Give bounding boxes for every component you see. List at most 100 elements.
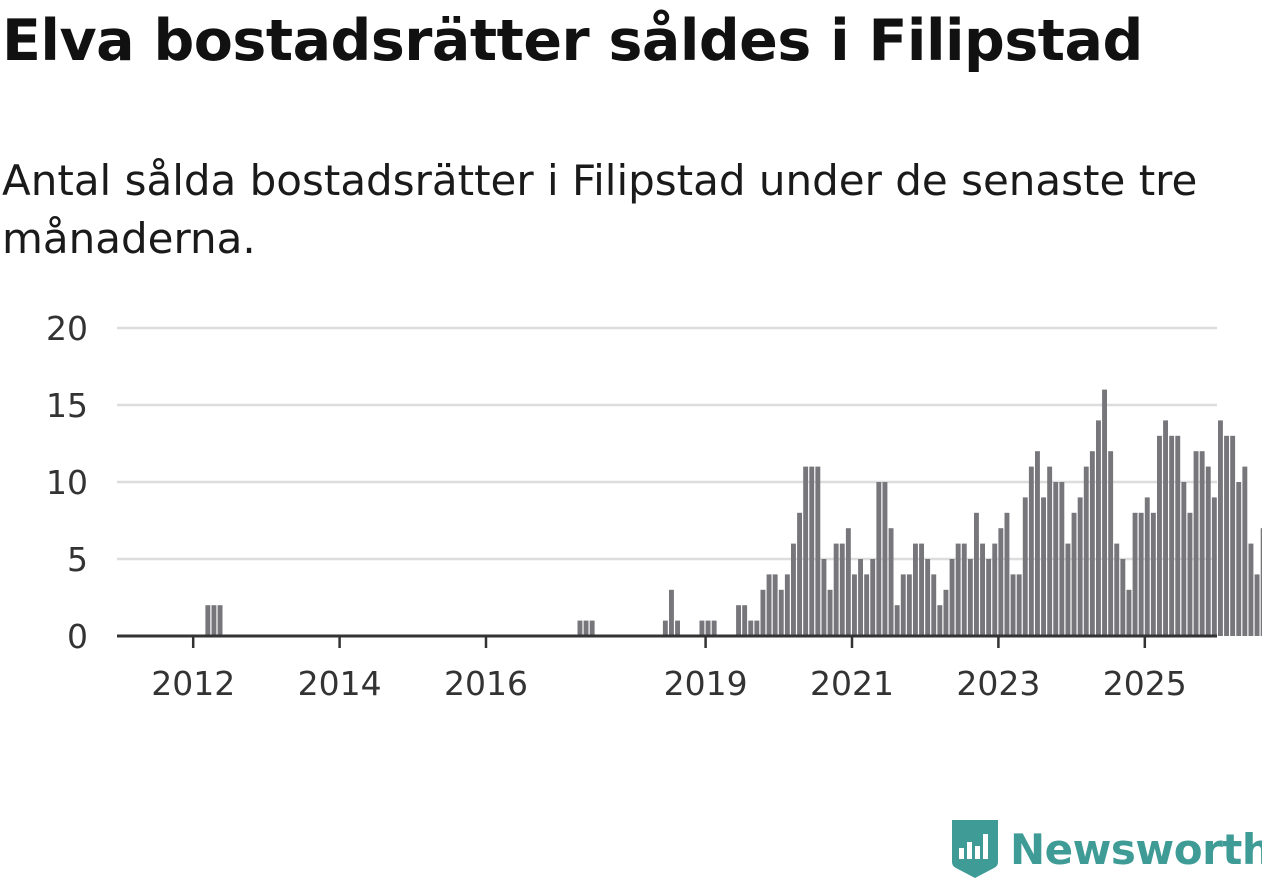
bar <box>1071 512 1077 636</box>
chart-subtitle: Antal sålda bostadsrätter i Filipstad un… <box>2 156 1198 263</box>
bar <box>839 543 845 636</box>
bar <box>906 574 912 636</box>
bar <box>1004 512 1010 636</box>
bar <box>766 574 772 636</box>
bar <box>736 605 741 636</box>
bar <box>1053 482 1059 636</box>
bar <box>894 605 900 636</box>
bar <box>1028 466 1034 636</box>
bar <box>882 482 888 636</box>
bar <box>662 620 668 636</box>
bar <box>1065 543 1071 636</box>
bar <box>864 574 870 636</box>
bar <box>1199 451 1205 636</box>
bar <box>711 620 717 636</box>
bar <box>1193 451 1199 636</box>
bar <box>217 605 223 636</box>
bar <box>1187 512 1193 636</box>
bar <box>1211 497 1217 636</box>
y-axis-labels: 0 5 10 15 20 <box>46 309 88 656</box>
bar <box>980 543 985 636</box>
bar <box>577 620 583 636</box>
bar <box>1181 482 1187 636</box>
bar <box>705 620 711 636</box>
bar <box>986 559 992 636</box>
bar <box>1138 512 1144 636</box>
bar <box>1120 559 1126 636</box>
bar <box>974 512 979 636</box>
bar <box>1077 497 1083 636</box>
bar <box>699 620 705 636</box>
bar <box>1236 482 1242 636</box>
bar <box>1022 497 1028 636</box>
bar <box>1169 435 1175 636</box>
x-tick-label: 2014 <box>298 664 382 703</box>
bar <box>998 528 1004 636</box>
bar <box>931 574 937 636</box>
bar <box>1224 435 1229 636</box>
bar <box>992 543 998 636</box>
bar <box>772 574 778 636</box>
bar <box>925 559 931 636</box>
bar <box>748 620 754 636</box>
bar <box>949 559 955 636</box>
bar <box>1016 574 1022 636</box>
bar <box>1242 466 1248 636</box>
bar <box>1260 528 1262 636</box>
bar <box>754 620 760 636</box>
bar <box>852 574 857 636</box>
bar <box>1230 435 1236 636</box>
bar <box>742 605 748 636</box>
bar <box>900 574 906 636</box>
bar <box>797 512 802 636</box>
bar <box>809 466 815 636</box>
bar <box>967 559 973 636</box>
bar <box>1132 512 1138 636</box>
bar <box>791 543 796 636</box>
bar <box>961 543 967 636</box>
x-tick-label: 2025 <box>1103 664 1187 703</box>
bar <box>1144 497 1150 636</box>
bar <box>827 589 833 636</box>
chart-title: Elva bostadsrätter såldes i Filipstad <box>2 8 1143 74</box>
x-axis-labels: 2012 2014 2016 2019 2021 2023 2025 <box>151 636 1187 703</box>
newsworthy-chart-icon <box>952 820 998 878</box>
bar <box>937 605 943 636</box>
bar <box>1150 512 1156 636</box>
bar <box>943 589 949 636</box>
y-tick-label: 10 <box>46 463 88 502</box>
bar <box>1059 482 1065 636</box>
bar <box>1163 420 1168 636</box>
bar <box>1089 451 1095 636</box>
bars <box>205 389 1262 636</box>
bar <box>205 605 211 636</box>
bar <box>815 466 821 636</box>
bar <box>1254 574 1260 636</box>
bar <box>870 559 876 636</box>
bar <box>858 559 863 636</box>
bar <box>1218 420 1223 636</box>
bar <box>784 574 790 636</box>
bar <box>913 543 918 636</box>
bar <box>955 543 961 636</box>
bar <box>1096 420 1101 636</box>
bar <box>1114 543 1120 636</box>
y-tick-label: 20 <box>46 309 88 348</box>
x-tick-label: 2016 <box>444 664 528 703</box>
newsworthy-logo: Newsworthy <box>950 818 1262 880</box>
bar <box>1126 589 1132 636</box>
bar <box>760 589 766 636</box>
bar <box>1248 543 1254 636</box>
bar <box>1035 451 1040 636</box>
brand-name: Newsworthy <box>1010 824 1262 874</box>
bar <box>1047 466 1053 636</box>
bar <box>675 620 680 636</box>
bar <box>669 589 674 636</box>
x-tick-label: 2021 <box>810 664 894 703</box>
bar <box>1041 497 1046 636</box>
bar <box>1205 466 1211 636</box>
bar <box>1102 389 1107 636</box>
bar <box>583 620 589 636</box>
bar <box>803 466 809 636</box>
